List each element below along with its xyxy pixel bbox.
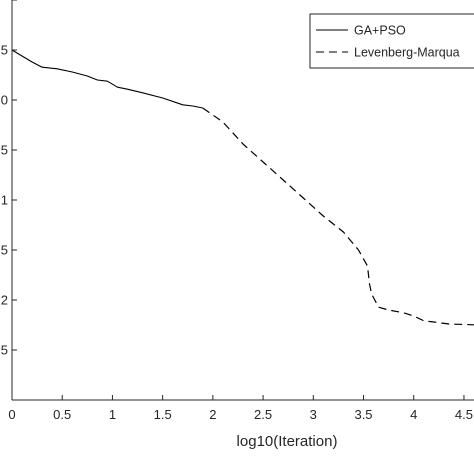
series-layer: [11, 49, 474, 326]
y-tick-label: 5: [1, 243, 8, 258]
y-tick-label: 5: [1, 143, 8, 158]
series-line-1: [202, 107, 474, 326]
x-tick-label: 3: [310, 407, 317, 422]
x-tick-label: 0.5: [53, 407, 71, 422]
tick-layer: 0 0.5 1 1.5 2 2.5 3 3.5 4 4.5 5 2 5 1 5 0 5: [1, 0, 473, 422]
y-tick-label: 5: [1, 343, 8, 358]
x-tick-label: 2: [209, 407, 216, 422]
y-tick-label: 1: [1, 193, 8, 208]
x-tick-label: 1: [109, 407, 116, 422]
x-tick-label: 2.5: [254, 407, 272, 422]
y-tick-label: 5: [1, 43, 8, 58]
x-axis-label: log10(Iteration): [237, 433, 338, 450]
x-tick-label: 1.5: [154, 407, 172, 422]
legend-label-0: GA+PSO: [354, 24, 406, 38]
legend: GA+PSO Levenberg-Marqua: [309, 13, 474, 69]
x-tick-label: 4: [410, 407, 417, 422]
legend-label-1: Levenberg-Marqua: [354, 46, 460, 60]
x-tick-label: 3.5: [354, 407, 372, 422]
y-tick-label: 2: [1, 293, 8, 308]
x-tick-label: 4.5: [455, 407, 473, 422]
series-line-0: [11, 49, 203, 109]
x-tick-label: 0: [8, 407, 15, 422]
y-tick-label: 0: [1, 93, 8, 108]
legend-box: [309, 13, 474, 69]
